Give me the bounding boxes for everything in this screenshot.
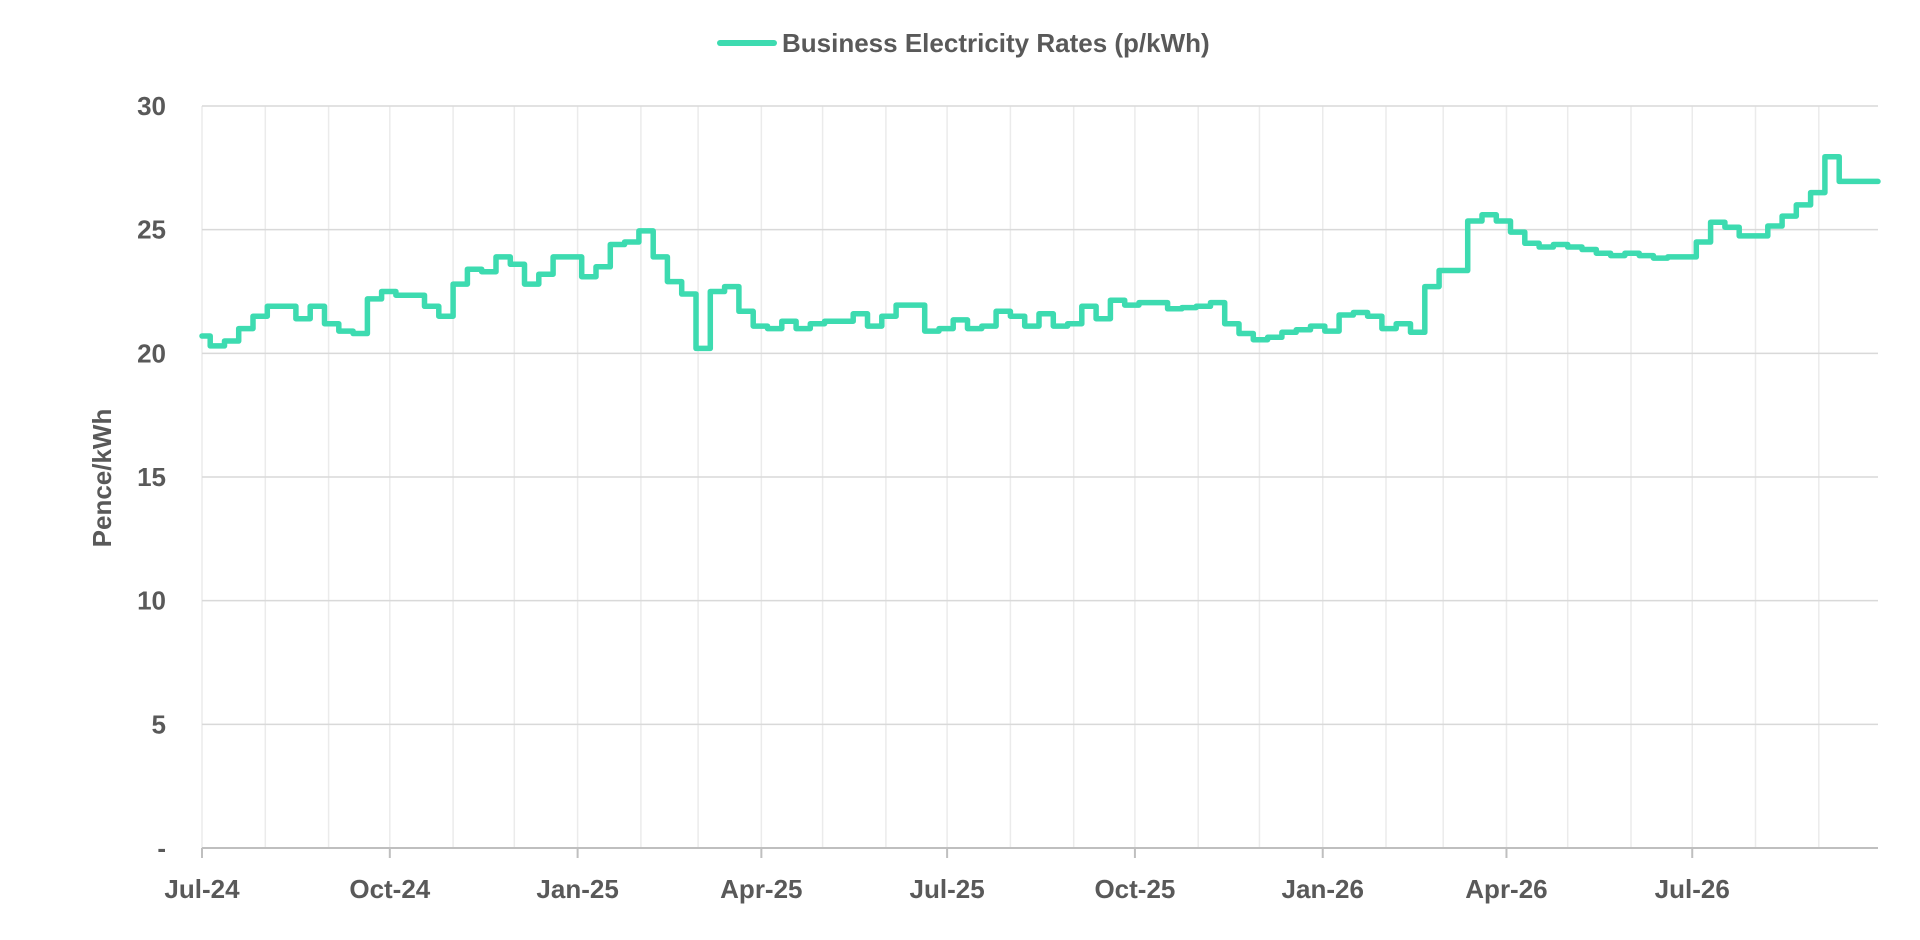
legend: Business Electricity Rates (p/kWh) [717,28,1210,58]
legend-label: Business Electricity Rates (p/kWh) [782,28,1210,58]
x-tick-label: Jan-26 [1282,874,1364,904]
y-tick-label: 15 [137,462,166,492]
x-tick-label: Jul-25 [910,874,985,904]
series-group [199,153,1881,352]
y-tick-label: 30 [137,91,166,121]
y-tick-label: 10 [137,586,166,616]
y-tick-label: 20 [137,338,166,368]
x-tick-label: Jul-26 [1655,874,1730,904]
x-tick-label: Oct-24 [349,874,430,904]
horizontal-gridlines [202,105,1878,726]
x-tick-label: Apr-26 [1465,874,1547,904]
y-axis-ticks: - 5 10 15 20 25 30 [137,91,166,863]
x-tick-label: Jul-24 [164,874,240,904]
series-line [199,153,1881,352]
x-tick-label: Oct-25 [1094,874,1175,904]
y-axis-title: Pence/kWh [87,409,117,548]
y-tick-label: 5 [152,709,166,739]
x-tick-label: Apr-25 [720,874,802,904]
x-axis-ticks: Jul-24 Oct-24 Jan-25 Apr-25 Jul-25 Oct-25 Jan-… [164,848,1730,904]
y-tick-label: - [157,833,166,863]
y-tick-label: 25 [137,215,166,245]
x-tick-label: Jan-25 [536,874,618,904]
